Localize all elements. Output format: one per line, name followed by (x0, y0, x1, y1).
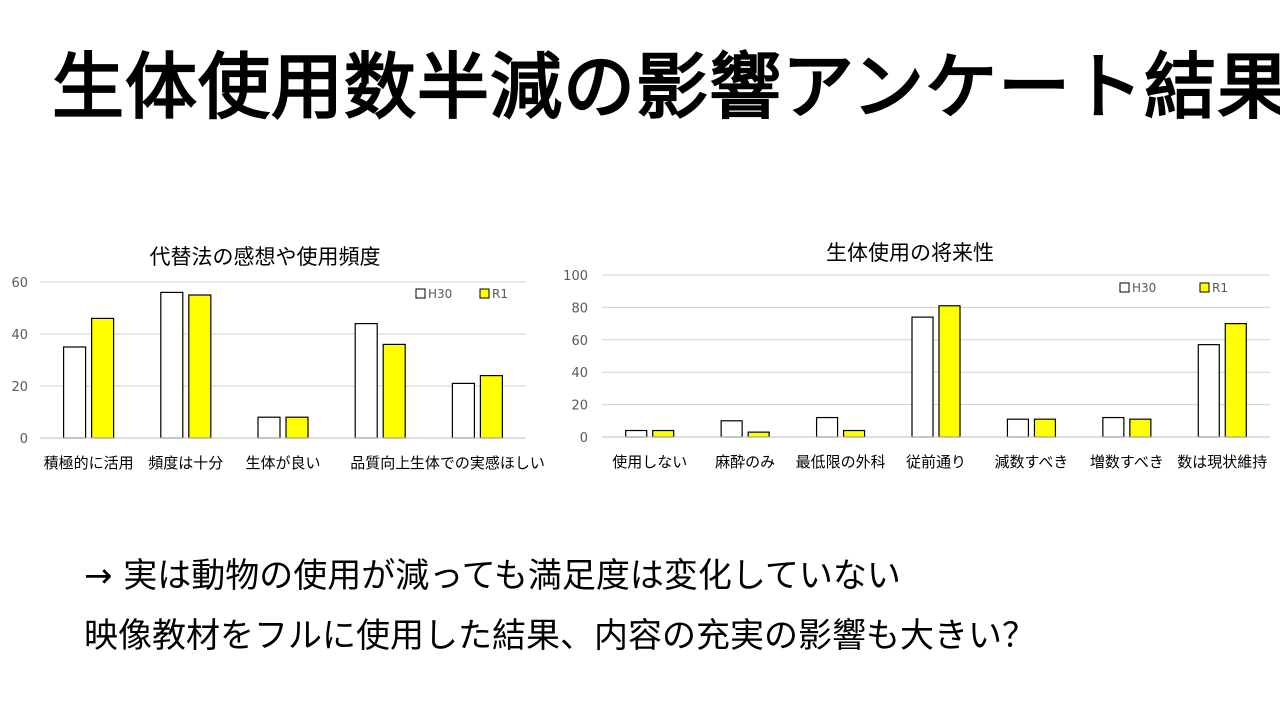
chart-title: 代替法の感想や使用頻度 (150, 245, 381, 269)
bar-h30-1 (160, 291, 184, 439)
bar-h30-0 (62, 346, 87, 439)
bar-r1-1 (188, 294, 212, 439)
category-label: 数は現状維持 (1177, 453, 1267, 471)
legend-swatch-r1 (1199, 282, 1210, 293)
bar-h30-0 (625, 429, 648, 438)
category-label: 最低限の外科 (796, 453, 886, 471)
bar-h30-1 (720, 420, 743, 438)
y-tick-label: 60 (571, 334, 588, 349)
bar-r1-4 (479, 375, 503, 439)
y-tick-label: 40 (11, 328, 28, 343)
category-label: 従前通り (906, 453, 966, 471)
legend-label-r1: R1 (492, 287, 508, 301)
y-tick-label: 40 (571, 366, 588, 381)
bar-r1-3 (382, 343, 406, 439)
bar-r1-2 (285, 416, 309, 439)
category-label: 頻度は十分 (148, 454, 223, 472)
category-label: 使用しない (612, 453, 687, 471)
legend-swatch-h30 (415, 288, 426, 299)
category-label: 増数すべき (1090, 453, 1164, 471)
bar-h30-4 (451, 382, 475, 439)
bar-r1-5 (1129, 418, 1152, 438)
conclusion-line-2: 映像教材をフルに使用した結果、内容の充実の影響も大きい？ (84, 616, 1036, 656)
bar-r1-1 (747, 431, 770, 438)
bar-r1-6 (1224, 322, 1247, 438)
category-label: 積極的に活用 (44, 454, 134, 472)
category-label: 麻酔のみ (715, 453, 775, 471)
bar-h30-6 (1197, 344, 1220, 438)
chart-future-live-animal-use: 生体使用の将来性 0 20 40 60 80 100 使用しない 麻酔のみ 最低限の外科 従前通り 減… (560, 230, 1280, 480)
legend-label-h30: H30 (428, 287, 452, 301)
chart-alternative-methods: 代替法の感想や使用頻度 0 20 40 60 積極的に活用 頻度は十分 生体が良い 品質向上 生体… (0, 230, 570, 480)
bar-h30-3 (354, 322, 378, 439)
category-label: 減数すべき (994, 453, 1068, 471)
y-tick-label: 80 (571, 301, 588, 316)
legend-swatch-h30 (1119, 282, 1130, 293)
y-tick-label: 20 (571, 399, 588, 414)
bar-r1-3 (938, 305, 961, 438)
chart-alternative-methods-svg: 代替法の感想や使用頻度 0 20 40 60 積極的に活用 頻度は十分 生体が良い 品質向上 生体… (11, 245, 545, 472)
y-tick-label: 20 (11, 380, 28, 395)
category-label: 品質向上 (350, 454, 410, 472)
conclusion-line-1: → 実は動物の使用が減っても満足度は変化していない (84, 556, 901, 596)
chart-future-live-animal-use-svg: 生体使用の将来性 0 20 40 60 80 100 使用しない 麻酔のみ 最低限の外科 従前通り 減… (563, 241, 1270, 471)
bar-r1-0 (90, 317, 115, 439)
bar-r1-4 (1033, 418, 1057, 438)
slide-title: 生体使用数半減の影響アンケート結果 (52, 45, 1280, 129)
category-label: 生体が良い (245, 454, 320, 472)
bar-r1-0 (652, 429, 675, 438)
chart-title: 生体使用の将来性 (826, 241, 994, 265)
bar-h30-3 (911, 316, 934, 438)
bar-h30-5 (1102, 416, 1125, 438)
bar-r1-2 (842, 429, 866, 438)
y-tick-label: 60 (11, 276, 28, 291)
bar-h30-4 (1006, 418, 1030, 438)
bar-h30-2 (815, 416, 839, 438)
legend-label-r1: R1 (1212, 281, 1228, 295)
legend-label-h30: H30 (1132, 281, 1156, 295)
y-tick-label: 0 (580, 431, 588, 446)
y-tick-label: 0 (20, 432, 28, 447)
legend-swatch-r1 (479, 288, 490, 299)
bar-h30-2 (257, 416, 281, 439)
y-tick-label: 100 (563, 269, 588, 284)
category-label: 生体での実感ほしい (410, 454, 545, 472)
